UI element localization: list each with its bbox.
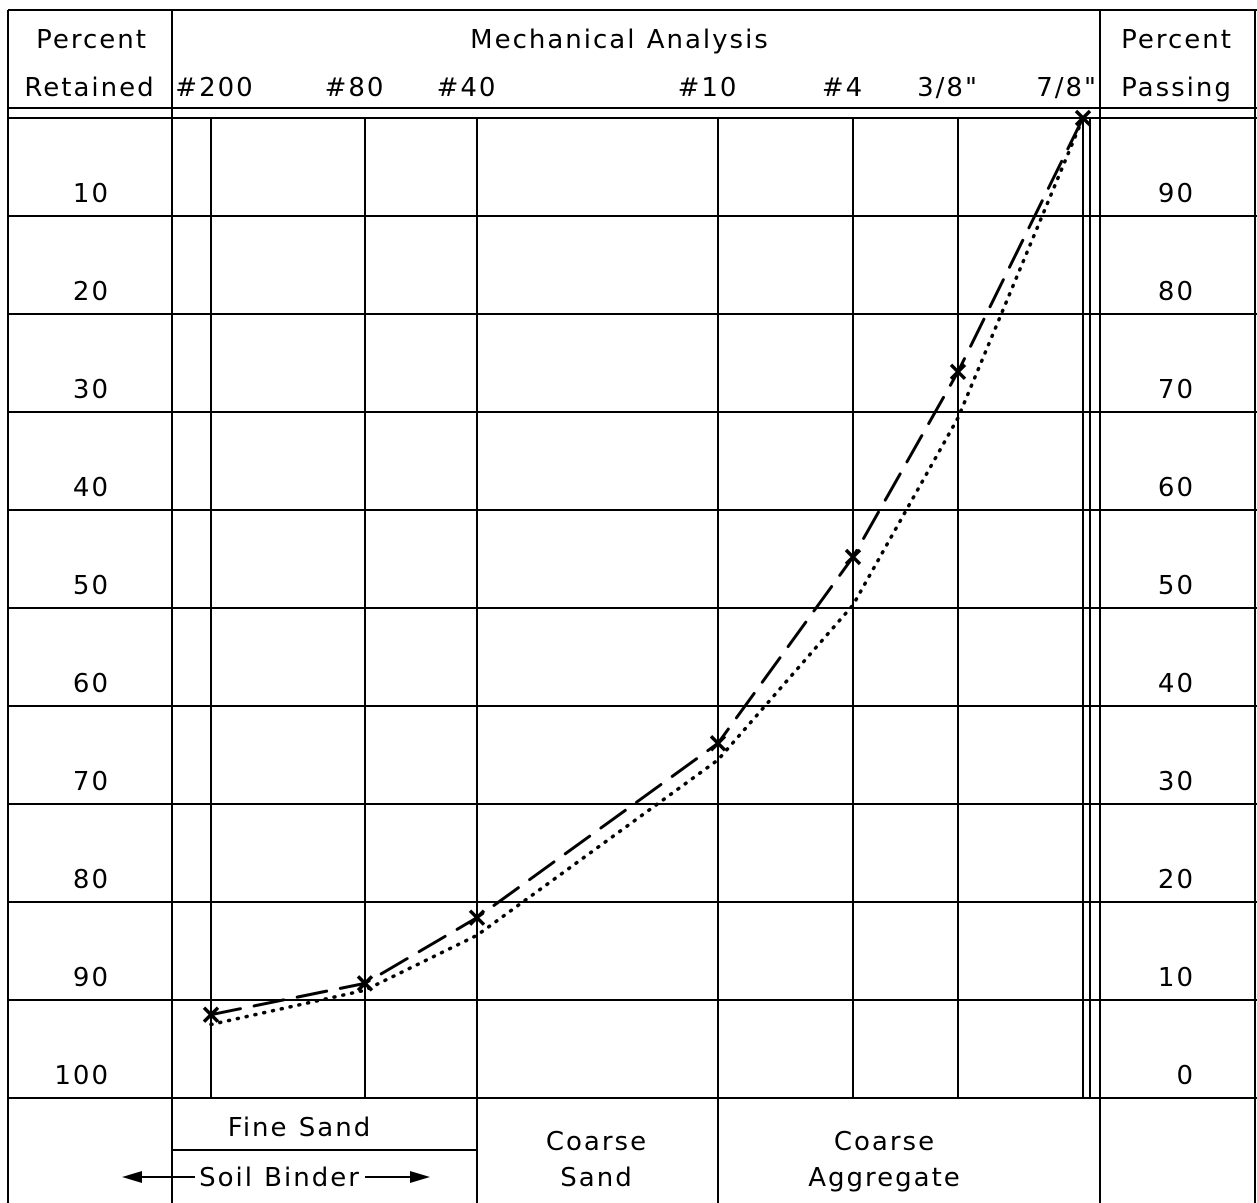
chart-title: Mechanical Analysis	[470, 25, 770, 55]
y2-tick-label: 20	[1158, 865, 1195, 895]
y-tick-label: 60	[73, 669, 110, 699]
y-tick-label: 40	[73, 473, 110, 503]
x-marker	[844, 548, 862, 566]
y-tick-label: 50	[73, 571, 110, 601]
y-tick-label: 20	[73, 277, 110, 307]
left-header: Percent	[36, 25, 148, 55]
x-tick-label: #4	[822, 73, 864, 103]
y-tick-label: 100	[54, 1061, 110, 1091]
x-marker	[202, 1006, 220, 1023]
right-header: Percent	[1121, 25, 1233, 55]
y2-tick-label: 30	[1158, 767, 1195, 797]
region-label: Sand	[560, 1163, 633, 1193]
y2-tick-label: 60	[1158, 473, 1195, 503]
x-tick-label: #10	[678, 73, 739, 103]
y-tick-label: 80	[73, 865, 110, 895]
region-label: Soil Binder	[199, 1163, 361, 1193]
x-marker	[949, 363, 967, 381]
y-tick-label: 90	[73, 963, 110, 993]
x-tick-label: #80	[325, 73, 386, 103]
x-tick-label: #200	[175, 73, 254, 103]
x-marker	[709, 735, 727, 752]
y2-tick-label: 70	[1158, 375, 1195, 405]
x-tick-label: 7/8"	[1036, 73, 1098, 103]
x-marker	[468, 909, 486, 926]
y2-tick-label: 80	[1158, 277, 1195, 307]
right-header: Passing	[1121, 73, 1233, 103]
x-tick-label: #40	[437, 73, 498, 103]
region-label: Fine Sand	[228, 1113, 372, 1143]
y2-tick-label: 40	[1158, 669, 1195, 699]
y2-tick-label: 10	[1158, 963, 1195, 993]
y2-tick-label: 0	[1176, 1061, 1195, 1091]
y-tick-label: 70	[73, 767, 110, 797]
y2-tick-label: 90	[1158, 179, 1195, 209]
x-tick-label: 3/8"	[917, 73, 979, 103]
y-tick-label: 10	[73, 179, 110, 209]
left-header: Retained	[24, 73, 155, 103]
y-tick-label: 30	[73, 375, 110, 405]
y2-tick-label: 50	[1158, 571, 1195, 601]
arrow-head	[122, 1171, 142, 1183]
region-label: Aggregate	[808, 1163, 962, 1193]
region-label: Coarse	[546, 1127, 648, 1157]
arrow-head	[410, 1171, 430, 1183]
region-label: Coarse	[834, 1127, 936, 1157]
series-line	[209, 116, 1085, 1027]
